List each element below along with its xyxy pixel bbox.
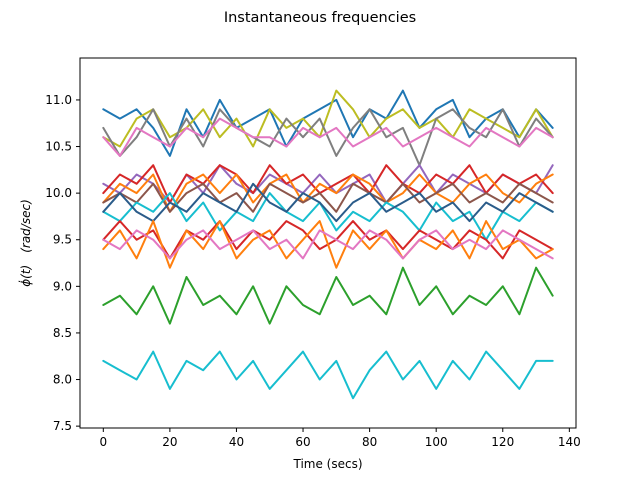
series-line-10 (102, 182, 554, 223)
y-tick-label: 9.5 (53, 233, 72, 247)
x-tick-label: 140 (558, 435, 581, 449)
x-tick-label: 80 (362, 435, 377, 449)
x-axis-label: Time (secs) (292, 457, 362, 471)
series-line-3 (102, 108, 554, 167)
x-axis: 0 20 40 60 80 100 120 140 (99, 428, 581, 449)
series-line-11 (102, 220, 554, 260)
y-tick-label: 8.0 (53, 373, 72, 387)
x-tick-label: 0 (99, 435, 107, 449)
series-line-14 (102, 266, 554, 325)
x-tick-label: 100 (425, 435, 448, 449)
y-tick-label: 7.5 (53, 419, 72, 433)
y-tick-label: 10.5 (45, 140, 72, 154)
chart-title: Instantaneous frequencies (224, 10, 416, 26)
series-line-4 (102, 117, 554, 157)
y-axis-label-math: ϕ̇(t) (18, 265, 33, 287)
x-tick-label: 20 (162, 435, 177, 449)
plot-frame (79, 57, 577, 429)
series-line-15 (102, 350, 554, 400)
y-axis-label-units: (rad/sec) (19, 199, 33, 253)
series-line-7 (102, 173, 554, 213)
series-line-13 (102, 229, 554, 260)
series-line-12 (102, 220, 554, 269)
x-tick-label: 120 (491, 435, 514, 449)
y-tick-label: 11.0 (45, 93, 72, 107)
x-tick-label: 40 (229, 435, 244, 449)
x-tick-label: 60 (295, 435, 310, 449)
series-layer (102, 89, 554, 400)
series-line-8 (102, 182, 554, 213)
y-tick-label: 10.0 (45, 186, 72, 200)
y-tick-label: 8.5 (53, 326, 72, 340)
series-line-5 (102, 164, 554, 204)
y-tick-label: 9.0 (53, 279, 72, 293)
y-axis: 7.5 8.0 8.5 9.0 9.5 10.0 10.5 11.0 (45, 93, 80, 433)
y-axis-label: ϕ̇(t) (rad/sec) (18, 199, 33, 287)
